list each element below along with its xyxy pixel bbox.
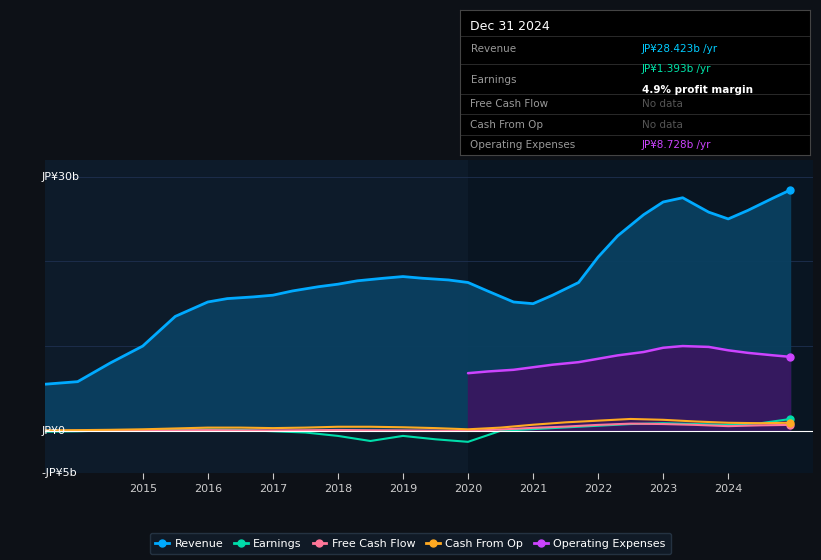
Text: JP¥0: JP¥0 [41, 426, 65, 436]
Text: Cash From Op: Cash From Op [470, 119, 544, 129]
Text: Free Cash Flow: Free Cash Flow [470, 99, 548, 109]
Text: Dec 31 2024: Dec 31 2024 [470, 20, 550, 33]
Text: 4.9% profit margin: 4.9% profit margin [642, 85, 753, 95]
Text: Revenue: Revenue [470, 44, 516, 54]
Text: -JP¥5b: -JP¥5b [41, 468, 76, 478]
Text: JP¥28.423b /yr: JP¥28.423b /yr [642, 44, 718, 54]
Bar [468, 160, 821, 473]
Text: JP¥1.393b /yr: JP¥1.393b /yr [642, 64, 712, 74]
Legend: Revenue, Earnings, Free Cash Flow, Cash From Op, Operating Expenses: Revenue, Earnings, Free Cash Flow, Cash … [150, 533, 671, 554]
Text: No data: No data [642, 119, 683, 129]
Text: JP¥8.728b /yr: JP¥8.728b /yr [642, 140, 712, 150]
Text: JP¥30b: JP¥30b [41, 171, 79, 181]
Text: Operating Expenses: Operating Expenses [470, 140, 576, 150]
Text: No data: No data [642, 99, 683, 109]
Text: Earnings: Earnings [470, 74, 516, 85]
